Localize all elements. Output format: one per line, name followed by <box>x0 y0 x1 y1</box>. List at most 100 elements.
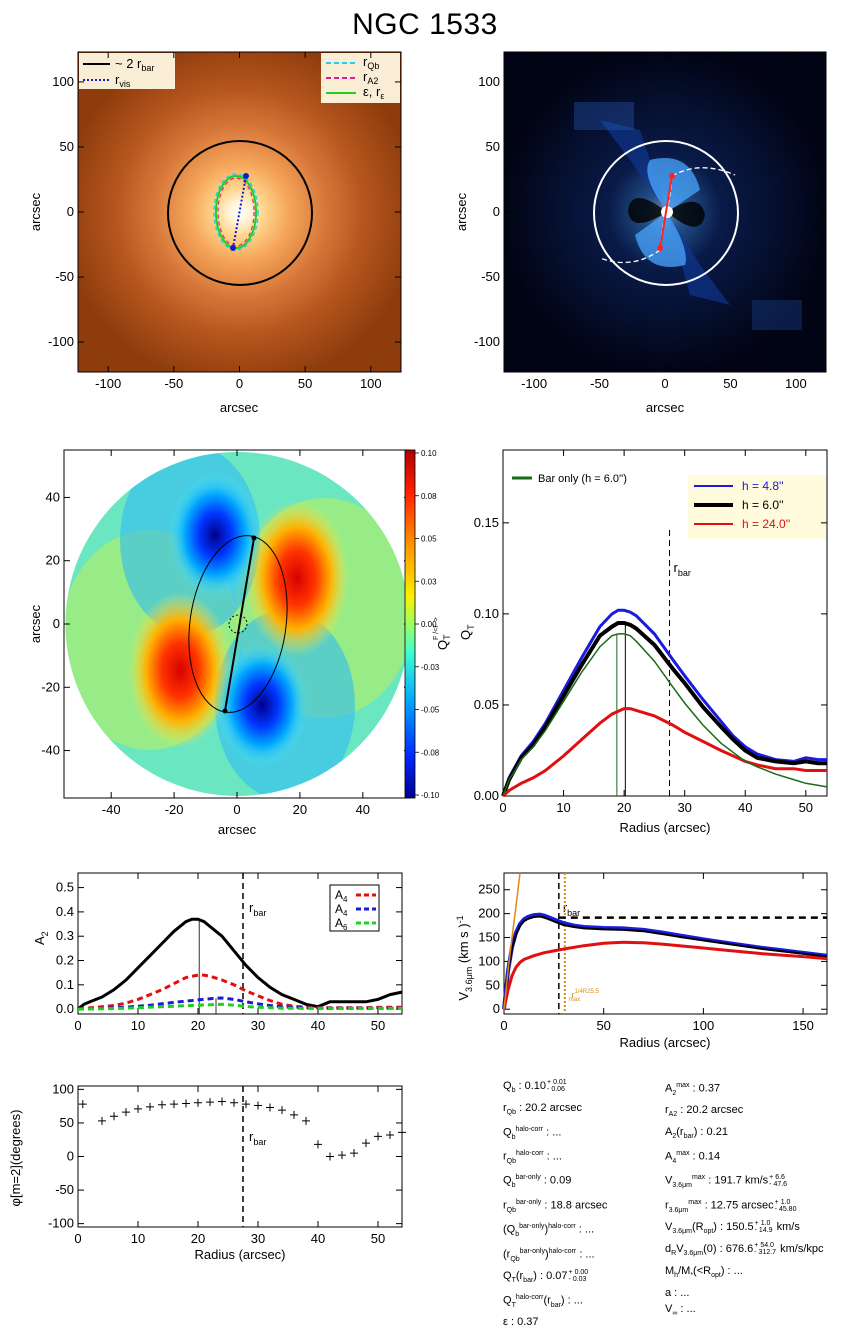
image-left-axes: -100 -50 0 50 100 -100 -50 0 50 100 arcsec arcsec <box>28 52 401 415</box>
colorbar-tick-label: 0.05 <box>421 535 437 544</box>
y-tick-label: 0.0 <box>56 1001 74 1016</box>
qt-profile-series: rbar <box>501 530 828 798</box>
data-point <box>326 1152 334 1161</box>
x-tick-label: -50 <box>590 376 609 391</box>
image-panel-left: ~ 2 rbar rvis rQb rA2 ε, rε -100 -50 0 50 10… <box>8 51 828 1262</box>
y-tick-label: -100 <box>474 334 500 349</box>
y-tick-label: 0.5 <box>56 880 74 895</box>
y-tick-label: 0.4 <box>56 904 74 919</box>
x-tick-label: 20 <box>293 802 307 817</box>
vc-profile-axes: 0 50 100 150 0 50 100 150 200 250 Radius (arcsec) V… <box>455 873 827 1050</box>
y-tick-label: -100 <box>48 1216 74 1231</box>
rbar-label: rbar <box>563 900 580 918</box>
y-tick-label: 0 <box>67 204 74 219</box>
y-tick-label: 150 <box>478 930 500 945</box>
x-tick-label: 40 <box>356 802 370 817</box>
colorbar-tick-label: 0.10 <box>421 449 437 458</box>
series-line <box>77 917 403 1011</box>
series-line <box>502 633 828 797</box>
data-point <box>218 1097 226 1106</box>
x-tick-label: 0 <box>233 802 240 817</box>
x-tick-label: 0 <box>661 376 668 391</box>
colorbar-title-rot: F /<F > <box>433 617 440 640</box>
y-tick-label: 250 <box>478 882 500 897</box>
x-axis-label: arcsec <box>218 822 257 837</box>
x-tick-label: 50 <box>723 376 737 391</box>
x-tick-label: 150 <box>792 1018 814 1033</box>
series-line <box>77 1002 402 1011</box>
x-tick-label: 10 <box>556 800 570 815</box>
y-tick-label: 0 <box>493 204 500 219</box>
x-tick-label: 50 <box>371 1231 385 1246</box>
x-tick-label: 50 <box>596 1018 610 1033</box>
data-point <box>98 1116 106 1125</box>
colorbar-tick-label: -0.05 <box>421 706 440 715</box>
data-point <box>314 1140 322 1149</box>
y-tick-label: 100 <box>478 953 500 968</box>
data-point <box>362 1139 370 1148</box>
data-point <box>398 1128 406 1137</box>
series-line <box>501 707 827 798</box>
vc-profile-series: rbar r1/4R25.5 max <box>502 872 828 1014</box>
y-tick-label: -50 <box>55 269 74 284</box>
data-point <box>110 1112 118 1121</box>
rbar-label: rbar <box>249 1129 266 1147</box>
colorbar-tick-label: 0.03 <box>421 577 437 586</box>
x-tick-label: 10 <box>131 1231 145 1246</box>
x-tick-label: 20 <box>191 1231 205 1246</box>
data-point <box>266 1103 274 1112</box>
data-point <box>122 1108 130 1117</box>
x-tick-label: -100 <box>95 376 121 391</box>
y-tick-label: -50 <box>481 269 500 284</box>
series-line <box>503 872 521 1010</box>
y-tick-label: 50 <box>486 977 500 992</box>
param-right-10: V∞ : ... <box>665 1303 696 1318</box>
x-axis-label: arcsec <box>646 400 685 415</box>
legend-eps: ε, rε <box>363 84 384 101</box>
series-line <box>502 940 828 1010</box>
x-tick-label: 40 <box>311 1231 325 1246</box>
qt-map <box>65 452 410 796</box>
legend-rqb: rQb <box>363 54 379 71</box>
data-point <box>170 1100 178 1109</box>
y-axis-label: arcsec <box>454 192 469 231</box>
param-left-10: ε : 0.37 <box>503 1316 539 1329</box>
y-tick-label: -100 <box>48 334 74 349</box>
param-left-9: QThalo-corr(rbar) : ... <box>503 1293 583 1309</box>
legend-right-box: rQb rA2 ε, rε <box>321 53 400 103</box>
legend-ra2: rA2 <box>363 69 378 86</box>
y-tick-label: 0.10 <box>474 606 499 621</box>
y-tick-label: 0.3 <box>56 928 74 943</box>
data-point <box>338 1151 346 1160</box>
data-point <box>290 1110 298 1119</box>
data-point <box>278 1106 286 1115</box>
y-tick-label: 0.15 <box>474 515 499 530</box>
x-tick-label: 100 <box>785 376 807 391</box>
y-axis-label: V3.6μm (km s )-1 <box>455 915 474 1000</box>
y-tick-label: 50 <box>60 139 74 154</box>
y-tick-label: -50 <box>55 1182 74 1197</box>
x-tick-label: 0 <box>236 376 243 391</box>
x-axis-label: Radius (arcsec) <box>619 1035 710 1050</box>
data-point <box>206 1098 214 1107</box>
data-point <box>182 1099 190 1108</box>
x-tick-label: 100 <box>693 1018 715 1033</box>
rmax-label: r1/4R25.5 max <box>569 989 600 1003</box>
rbar-label: rbar <box>249 900 266 918</box>
x-tick-label: 0 <box>74 1231 81 1246</box>
y-tick-label: 40 <box>46 489 60 504</box>
x-axis-label: arcsec <box>220 400 259 415</box>
colorbar-tick-label: 0.00 <box>421 620 437 629</box>
image-right-axes: -100 -50 0 50 100 -100 -50 0 50 100 arcsec arcsec <box>454 52 826 415</box>
data-point <box>230 1098 238 1107</box>
x-tick-label: -20 <box>165 802 184 817</box>
y-axis-label: arcsec <box>28 192 43 231</box>
y-tick-label: 100 <box>478 74 500 89</box>
y-axis-label: φ[m=2](degrees) <box>8 1110 23 1207</box>
y-tick-label: -20 <box>41 679 60 694</box>
a2-legend: A4 A4 A6 <box>329 884 380 932</box>
data-point <box>254 1101 262 1110</box>
rbar-label: rbar <box>674 560 691 578</box>
x-tick-label: 100 <box>360 376 382 391</box>
y-tick-label: 0.05 <box>474 697 499 712</box>
